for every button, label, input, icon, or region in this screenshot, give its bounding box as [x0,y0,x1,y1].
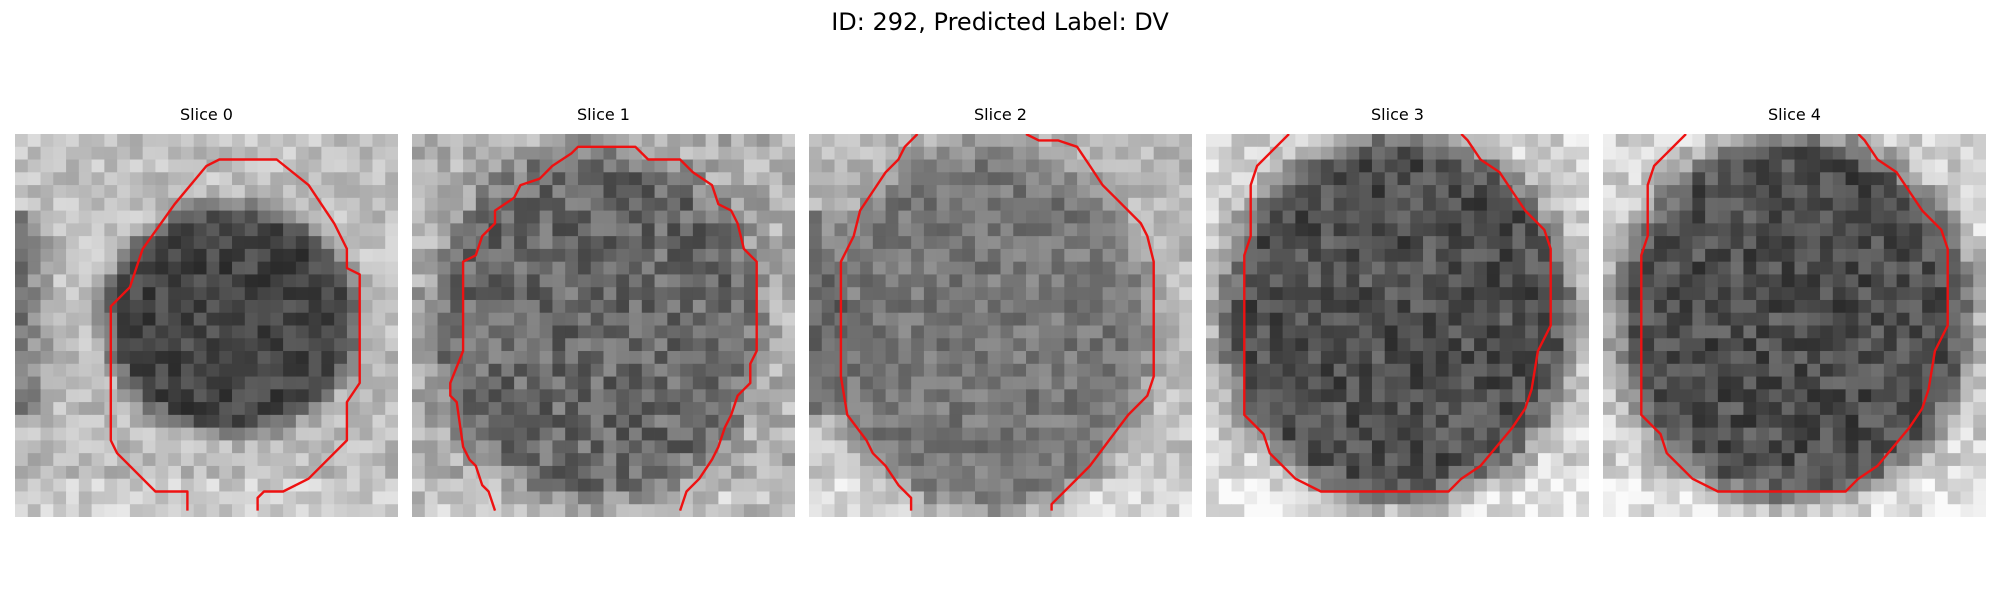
slice-title: Slice 3 [1371,105,1424,124]
slice-canvas [412,134,795,517]
slice-image [15,134,398,517]
figure-title: ID: 292, Predicted Label: DV [831,8,1169,36]
slice-canvas [15,134,398,517]
voxel-grid [809,134,1192,517]
slice-title: Slice 1 [577,105,630,124]
slice-panel-4: Slice 4 [1603,104,1986,524]
slice-panel-0: Slice 0 [15,104,398,524]
voxel-grid [15,134,398,517]
segmentation-contour [449,145,758,511]
segmentation-contour [839,134,919,511]
segmentation-contour [1243,134,1552,493]
slice-image [1206,134,1589,517]
slice-panel-2: Slice 2 [809,104,1192,524]
slice-title: Slice 4 [1768,105,1821,124]
segmentation-contour [1640,134,1949,493]
segmentation-contour [109,158,361,511]
slice-panel-1: Slice 1 [412,104,795,524]
slice-panel-3: Slice 3 [1206,104,1589,524]
voxel-grid [1206,134,1589,517]
slice-image [1603,134,1986,517]
segmentation-contour [1025,134,1155,511]
slice-canvas [1603,134,1986,517]
slice-image [809,134,1192,517]
slice-image [412,134,795,517]
voxel-grid [412,134,795,517]
slice-title: Slice 0 [180,105,233,124]
slice-title: Slice 2 [974,105,1027,124]
voxel-grid [1603,134,1986,517]
slice-canvas [809,134,1192,517]
slice-canvas [1206,134,1589,517]
